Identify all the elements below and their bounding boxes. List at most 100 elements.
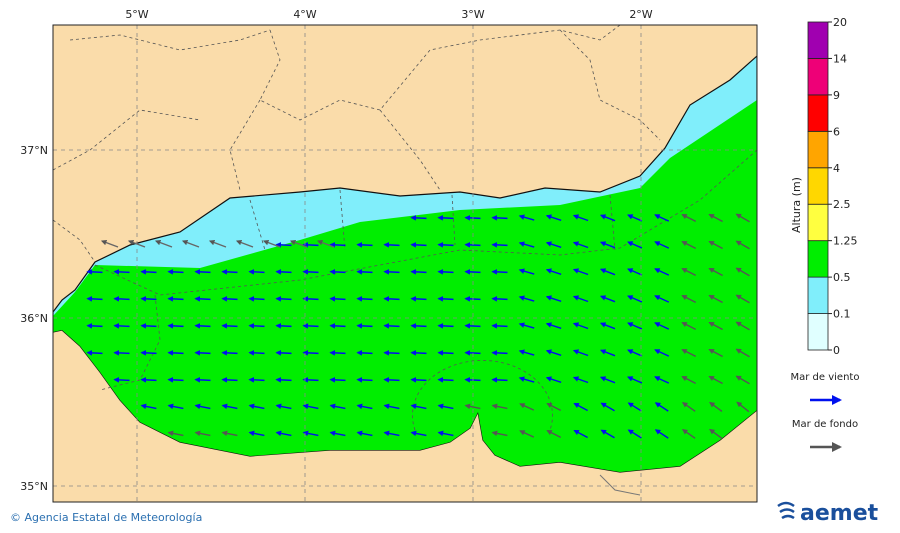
swell-arrow <box>681 268 697 276</box>
wind-arrow <box>248 350 265 356</box>
colorbar: 0 0.1 0.5 1.25 2.5 4 6 9 14 20 <box>807 16 858 357</box>
swell-arrow <box>708 267 723 277</box>
wind-arrow <box>356 403 373 410</box>
swell-arrow <box>735 348 750 358</box>
wind-arrow <box>491 377 508 383</box>
colorbar-label: 20 <box>833 16 847 29</box>
wind-arrow <box>113 323 130 329</box>
wind-arrow <box>572 322 589 330</box>
wind-arrow <box>275 323 292 329</box>
wind-arrow <box>545 349 562 356</box>
wind-arrow <box>194 377 211 383</box>
swell-arrow <box>735 294 750 304</box>
wind-arrow <box>383 403 400 410</box>
wind-arrow <box>329 269 346 275</box>
wind-arrow <box>627 295 643 303</box>
wind-arrow <box>437 350 454 356</box>
wind-arrow <box>329 430 346 437</box>
wind-arrow <box>437 430 454 437</box>
wind-arrow <box>599 241 616 249</box>
swell-arrow <box>735 240 750 250</box>
wind-arrow <box>248 296 265 302</box>
swell-arrow <box>154 239 173 248</box>
swell-arrow <box>194 430 211 437</box>
swell-arrow <box>709 428 723 440</box>
latitude-label: 36°N <box>20 312 48 325</box>
wind-arrow <box>275 269 292 275</box>
borders <box>53 25 757 431</box>
swell-arrow <box>546 430 562 438</box>
wind-arrow <box>654 214 670 222</box>
wind-arrow <box>654 429 669 439</box>
swell-arrow <box>491 430 508 437</box>
wind-arrow <box>275 377 292 383</box>
wind-arrow <box>113 269 130 275</box>
swell-arrow <box>735 321 750 331</box>
wind-arrow <box>437 296 454 302</box>
wind-arrow <box>383 350 400 356</box>
wind-arrow <box>410 430 427 437</box>
swell-arrow <box>181 239 200 248</box>
wind-arrow <box>410 350 427 356</box>
map-frame <box>52 24 758 503</box>
wind-arrow <box>518 241 535 248</box>
wind-arrow <box>356 323 373 329</box>
wind-arrow <box>627 376 643 384</box>
wind-arrow <box>491 296 508 302</box>
colorbar-segment <box>807 240 829 278</box>
swell-arrow <box>289 239 308 248</box>
wind-arrow <box>410 296 427 302</box>
wind-arrow <box>464 323 481 329</box>
swell-arrow <box>208 239 227 248</box>
wind-arrow <box>221 296 238 302</box>
map-area <box>53 25 757 502</box>
colorbar-segment <box>807 313 829 351</box>
wind-arrow <box>167 269 184 275</box>
wind-arrow <box>491 269 508 275</box>
wind-arrow <box>194 403 211 410</box>
credit: © Agencia Estatal de Meteorología <box>10 511 202 524</box>
wind-arrow <box>654 322 670 330</box>
swell-arrow <box>262 239 281 248</box>
colorbar-segment <box>807 58 829 96</box>
wind-arrow <box>599 376 616 384</box>
wind-arrow <box>599 349 616 357</box>
wind-arrow <box>140 323 157 329</box>
wind-arrow <box>572 268 589 276</box>
colorbar-segment <box>807 130 829 169</box>
wind-arrow <box>654 241 670 249</box>
swell-arrow <box>491 403 508 410</box>
swell-arrow <box>708 348 723 358</box>
swell-arrow <box>735 375 750 385</box>
wind-arrow <box>545 295 562 302</box>
wind-arrow <box>275 350 292 356</box>
swell-arrow <box>681 214 697 222</box>
wind-arrow <box>572 349 589 357</box>
swell-arrow <box>519 430 535 438</box>
wind-arrow <box>86 323 103 329</box>
wind-arrow <box>86 296 103 302</box>
wind-arrow <box>329 323 346 329</box>
wind-arrow <box>275 403 292 410</box>
swell-arrow <box>221 430 238 437</box>
wind-arrow <box>329 377 346 383</box>
wind-arrow <box>437 403 454 410</box>
wind-arrow <box>356 269 373 275</box>
wind-arrow <box>518 268 535 275</box>
swell-arrow <box>708 375 723 385</box>
colorbar-title: Altura (m) <box>790 177 803 233</box>
wind-arrow <box>302 242 319 248</box>
wave-area <box>53 100 757 472</box>
wind-arrow <box>221 269 238 275</box>
wind-arrow <box>410 403 427 410</box>
wind-arrow <box>248 323 265 329</box>
wind-arrow <box>302 350 319 356</box>
wind-arrow <box>410 377 427 383</box>
wind-arrow <box>518 349 535 356</box>
wind-arrow <box>627 268 643 276</box>
wind-arrow <box>627 322 643 330</box>
swell-arrow <box>708 294 723 304</box>
wind-arrow <box>545 241 562 248</box>
wind-arrow <box>545 376 562 383</box>
wind-arrow <box>654 402 669 412</box>
